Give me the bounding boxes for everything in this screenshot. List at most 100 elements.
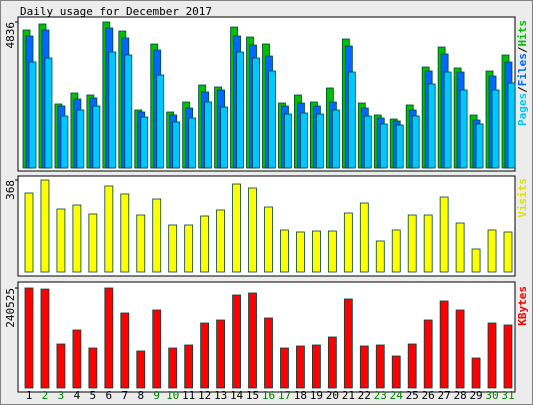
bar — [124, 54, 133, 169]
bar — [200, 215, 210, 273]
x-tick-label: 18 — [294, 389, 307, 402]
bar — [200, 322, 210, 389]
bar — [395, 124, 404, 169]
bar — [120, 193, 130, 273]
bar — [92, 105, 101, 169]
x-tick-label: 6 — [106, 389, 113, 402]
x-tick-label: 9 — [153, 389, 160, 402]
bar — [108, 51, 117, 169]
x-tick-label: 31 — [501, 389, 514, 402]
bar — [427, 83, 436, 169]
legend: Pages/Files/Hits — [516, 20, 529, 126]
bar — [407, 214, 417, 273]
bar — [503, 324, 513, 389]
bar — [455, 309, 465, 389]
x-tick-label: 5 — [90, 389, 97, 402]
bar — [347, 71, 356, 169]
x-tick-label: 23 — [374, 389, 387, 402]
bar — [168, 347, 178, 389]
bar — [268, 70, 276, 169]
bar — [236, 51, 244, 169]
bar — [184, 224, 194, 273]
bar — [327, 230, 337, 273]
bar — [248, 187, 257, 273]
legend-entry: Files — [516, 53, 529, 86]
bar — [44, 57, 53, 169]
bar — [379, 123, 388, 169]
bar — [88, 347, 98, 389]
y-tick-label: 4836 — [4, 22, 17, 49]
x-tick-label: 10 — [166, 389, 179, 402]
bar — [475, 123, 484, 169]
bar — [296, 231, 305, 273]
x-tick-label: 25 — [406, 389, 419, 402]
bar — [76, 109, 85, 169]
y-tick-label: 240525 — [4, 288, 17, 328]
bar — [280, 347, 289, 389]
bar — [232, 294, 241, 389]
bar — [459, 89, 468, 169]
x-tick-label: 28 — [453, 389, 466, 402]
x-tick-label: 29 — [469, 389, 482, 402]
bar — [280, 229, 289, 273]
bar — [40, 179, 50, 273]
x-tick-label: 11 — [182, 389, 195, 402]
legend-separator: / — [516, 46, 529, 53]
bar — [104, 287, 114, 389]
x-tick-label: 17 — [278, 389, 291, 402]
bar — [168, 224, 178, 273]
bar — [136, 214, 146, 273]
bar — [88, 213, 98, 273]
x-tick-label: 15 — [246, 389, 259, 402]
bar — [311, 230, 321, 273]
x-tick-label: 24 — [390, 389, 404, 402]
bar — [24, 287, 34, 389]
chart-title: Daily usage for December 2017 — [20, 5, 212, 18]
x-tick-label: 7 — [121, 389, 128, 402]
bar — [24, 192, 34, 273]
legend: Visits — [516, 178, 529, 218]
x-tick-label: 30 — [485, 389, 498, 402]
x-tick-label: 26 — [422, 389, 435, 402]
bar — [487, 322, 497, 389]
bar — [72, 204, 82, 273]
bar — [72, 329, 82, 389]
legend: KBytes — [516, 286, 529, 326]
bar — [471, 248, 481, 273]
bar — [331, 109, 340, 169]
bar — [343, 298, 353, 389]
bar — [56, 208, 66, 273]
y-tick-label: 368 — [4, 180, 17, 200]
x-tick-label: 22 — [358, 389, 371, 402]
bar — [423, 214, 433, 273]
bar — [104, 185, 114, 273]
bar — [300, 112, 308, 169]
bar — [423, 319, 433, 389]
x-tick-label: 4 — [74, 389, 81, 402]
x-tick-label: 2 — [42, 389, 49, 402]
x-tick-label: 20 — [326, 389, 339, 402]
bar — [375, 240, 385, 273]
bar — [296, 345, 305, 389]
bar — [204, 101, 213, 169]
bar — [56, 343, 66, 389]
bar — [407, 343, 417, 389]
bar — [220, 106, 229, 169]
bar — [443, 71, 452, 169]
bar — [439, 300, 449, 389]
x-tick-label: 13 — [214, 389, 227, 402]
bar — [439, 196, 449, 273]
x-tick-label: 16 — [262, 389, 275, 402]
bar — [136, 350, 146, 389]
bar — [216, 319, 226, 389]
bar — [232, 183, 241, 273]
bar — [264, 206, 273, 273]
bar — [188, 117, 197, 169]
bar — [152, 198, 162, 273]
bar — [216, 209, 226, 273]
bar — [284, 113, 292, 169]
bar — [455, 222, 465, 273]
bar — [507, 82, 516, 169]
bar — [487, 229, 497, 273]
bar — [184, 344, 194, 389]
